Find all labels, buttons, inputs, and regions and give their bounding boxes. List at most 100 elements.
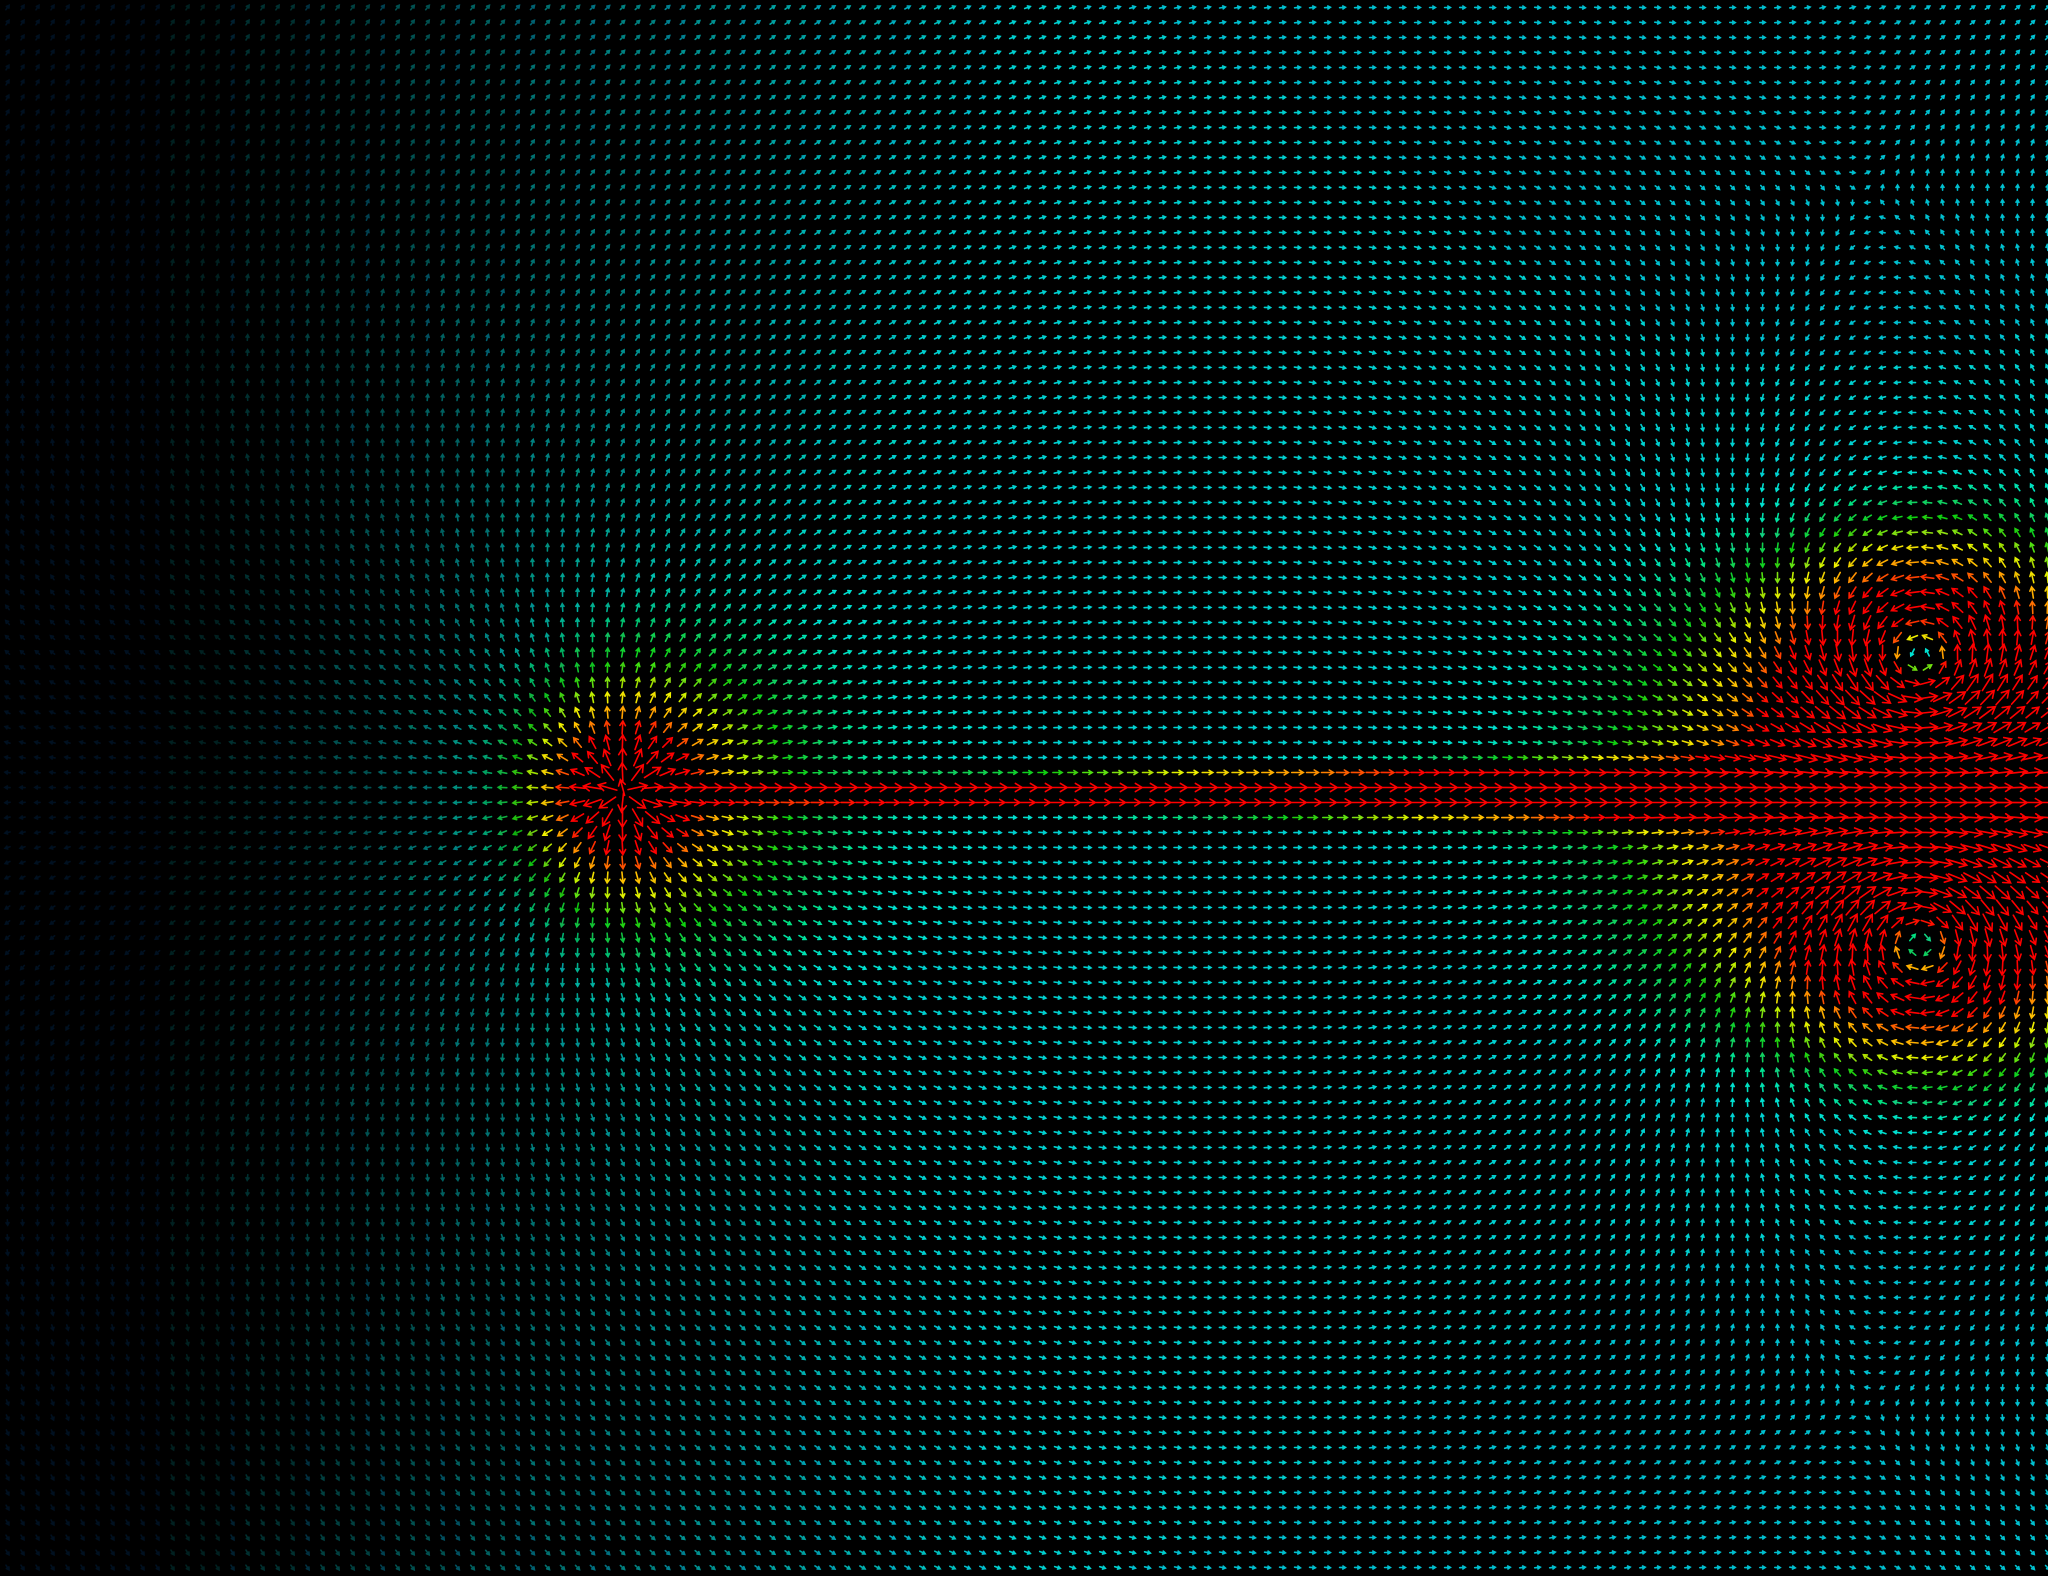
arrows [470, 4, 536, 1571]
arrows [228, 3, 295, 1572]
arrows [513, 646, 580, 944]
arrows [588, 571, 2048, 1033]
arrows [783, 482, 2048, 1122]
arrows [574, 542, 2048, 1062]
arrows [650, 499, 2036, 1093]
arrows [828, 5, 2048, 1570]
arrows [542, 543, 1963, 1061]
arrows [754, 5, 957, 1570]
arrows [555, 572, 2048, 1032]
arrows [544, 616, 611, 974]
arrows [620, 602, 686, 988]
arrows [540, 570, 2021, 1047]
arrows [574, 529, 2048, 1076]
arrows [496, 784, 537, 883]
arrows [709, 573, 762, 1002]
arrows [635, 587, 686, 1003]
arrows [543, 858, 552, 868]
arrows [527, 739, 538, 746]
arrows [512, 708, 537, 746]
arrows [769, 5, 837, 1570]
arrows [679, 514, 2048, 1064]
arrows [525, 543, 2035, 1062]
arrows [724, 320, 927, 1225]
arrows [544, 661, 596, 703]
arrows [575, 349, 761, 1226]
arrows [635, 661, 1978, 1076]
arrows [635, 513, 2048, 1092]
arrows [694, 4, 762, 1571]
arrows [527, 844, 538, 852]
arrows [395, 4, 461, 1571]
arrows [679, 617, 732, 973]
arrows [528, 858, 580, 914]
arrows [753, 497, 2036, 1108]
arrows [574, 646, 626, 944]
arrows [650, 512, 2048, 1092]
arrows [452, 437, 610, 1197]
arrows [407, 557, 445, 1033]
arrows [541, 544, 2048, 1048]
arrows [1335, 572, 1978, 1032]
arrows [526, 829, 538, 836]
arrows [334, 3, 386, 1572]
arrows [543, 527, 2035, 1064]
arrows [497, 661, 565, 929]
arrows [605, 631, 641, 959]
arrows [605, 616, 671, 973]
arrows [511, 754, 523, 836]
arrows [545, 4, 611, 1571]
arrows [604, 558, 2048, 1046]
arrows [481, 724, 507, 866]
arrows [556, 558, 2048, 1034]
arrows [620, 513, 2036, 1091]
arrows [559, 602, 626, 988]
arrows [332, 3, 446, 1572]
arrows [664, 617, 686, 627]
arrows [604, 514, 2036, 1078]
arrows [604, 514, 2021, 1078]
arrows [555, 573, 2006, 1019]
arrows [619, 585, 2037, 1019]
arrows [526, 542, 2007, 1063]
arrows [859, 5, 912, 1570]
arrows [665, 5, 882, 1570]
arrows [452, 4, 656, 1571]
arrows [511, 723, 566, 899]
arrows [707, 708, 749, 760]
arrows [559, 528, 1978, 1048]
arrows [556, 572, 2036, 1033]
arrows [483, 4, 732, 1571]
arrows [768, 483, 2048, 1121]
arrows [482, 677, 521, 897]
arrows [511, 769, 523, 806]
arrows [3, 3, 162, 1572]
arrows [497, 844, 507, 851]
arrows [168, 3, 222, 1572]
arrows [554, 573, 2036, 991]
arrows [568, 586, 2048, 1018]
arrows [544, 646, 611, 929]
arrows [590, 616, 656, 959]
arrows [437, 482, 520, 1108]
arrows [574, 631, 641, 944]
arrows [496, 677, 551, 867]
arrows [377, 4, 506, 1571]
arrows [933, 4, 2048, 1571]
arrows [482, 647, 535, 928]
arrows [650, 349, 837, 1226]
arrows [573, 558, 2036, 1047]
arrows [529, 631, 595, 959]
arrows [559, 529, 2035, 1062]
arrows [407, 4, 581, 1571]
arrows [694, 602, 747, 972]
arrows [526, 529, 2048, 1063]
arrows [738, 497, 2021, 1107]
arrows [273, 3, 310, 1572]
arrows [813, 467, 2048, 1138]
arrows [620, 4, 686, 1571]
arrows [753, 498, 2048, 1106]
arrows [499, 363, 686, 1182]
